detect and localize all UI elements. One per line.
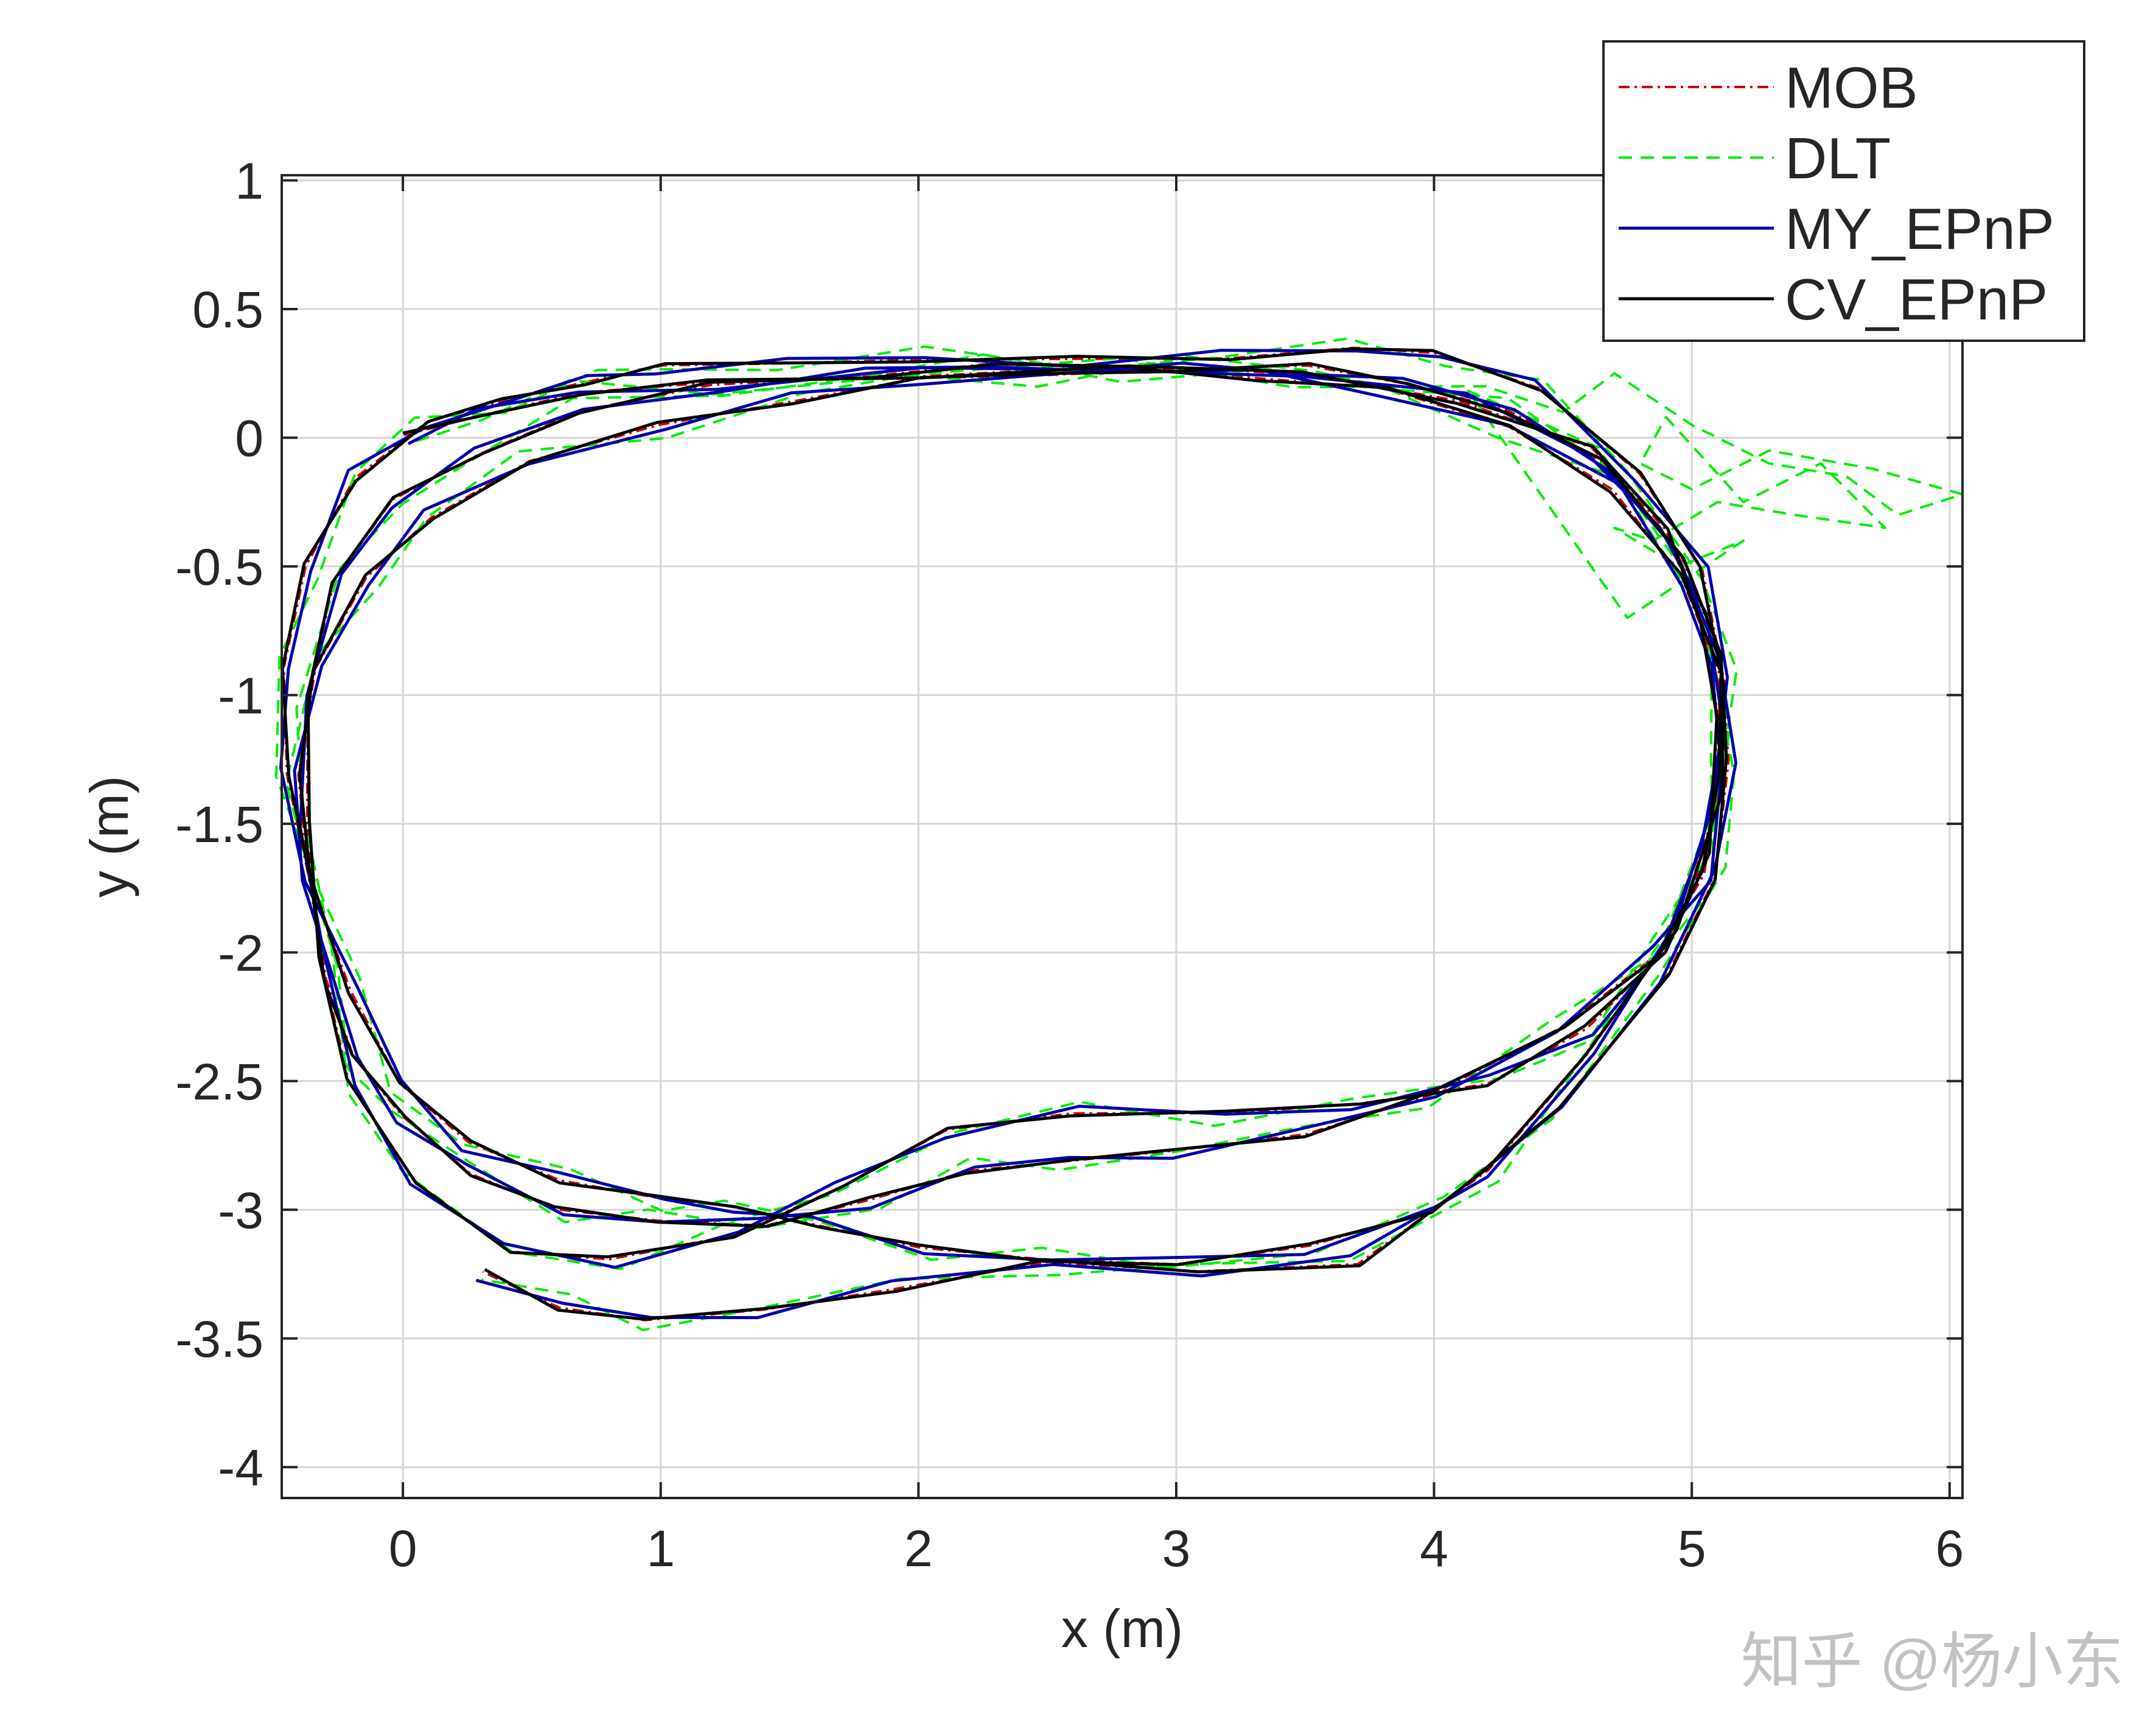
- series-line-cv-epnp: [281, 347, 1728, 1321]
- y-ticks: 1 0.5 0 -0.5 -1 -1.5 -2 -2.5 -3 -3.5 -4: [175, 152, 1962, 1496]
- watermark-text: 知乎 @杨小东: [1741, 1628, 2124, 1696]
- legend-label-cv-epnp: CV_EPnP: [1785, 267, 2048, 332]
- x-tick-label: 5: [1678, 1520, 1706, 1577]
- y-tick-label: -3.5: [175, 1311, 263, 1368]
- y-tick-label: -1.5: [175, 796, 263, 853]
- x-tick-label: 2: [904, 1520, 933, 1577]
- y-tick-label: -2.5: [175, 1053, 263, 1110]
- legend-label-dlt: DLT: [1785, 126, 1891, 191]
- plot-frame: [281, 174, 1964, 1499]
- legend-label-my-epnp: MY_EPnP: [1785, 197, 2054, 262]
- legend-label-mob: MOB: [1785, 55, 1918, 120]
- series-lines: [274, 337, 1964, 1331]
- x-tick-label: 1: [646, 1520, 675, 1577]
- y-axis-label: y (m): [79, 776, 139, 897]
- y-tick-label: -0.5: [175, 538, 263, 596]
- axes: [281, 174, 1964, 1499]
- y-tick-label: 0: [235, 409, 263, 467]
- x-tick-label: 3: [1162, 1520, 1191, 1577]
- x-axis-label: x (m): [1061, 1598, 1183, 1659]
- legend-box: [1602, 40, 2085, 342]
- x-tick-label: 6: [1935, 1520, 1964, 1577]
- x-tick-label: 4: [1420, 1520, 1448, 1577]
- y-tick-label: 1: [235, 152, 263, 209]
- x-ticks: 0 1 2 3 4 5 6: [389, 175, 1964, 1577]
- x-tick-label: 0: [389, 1520, 417, 1577]
- y-tick-label: -1: [218, 667, 263, 724]
- y-tick-label: -4: [218, 1439, 263, 1496]
- y-tick-label: -2: [218, 924, 263, 981]
- y-tick-label: -3: [218, 1182, 263, 1239]
- y-tick-label: 0.5: [192, 281, 263, 338]
